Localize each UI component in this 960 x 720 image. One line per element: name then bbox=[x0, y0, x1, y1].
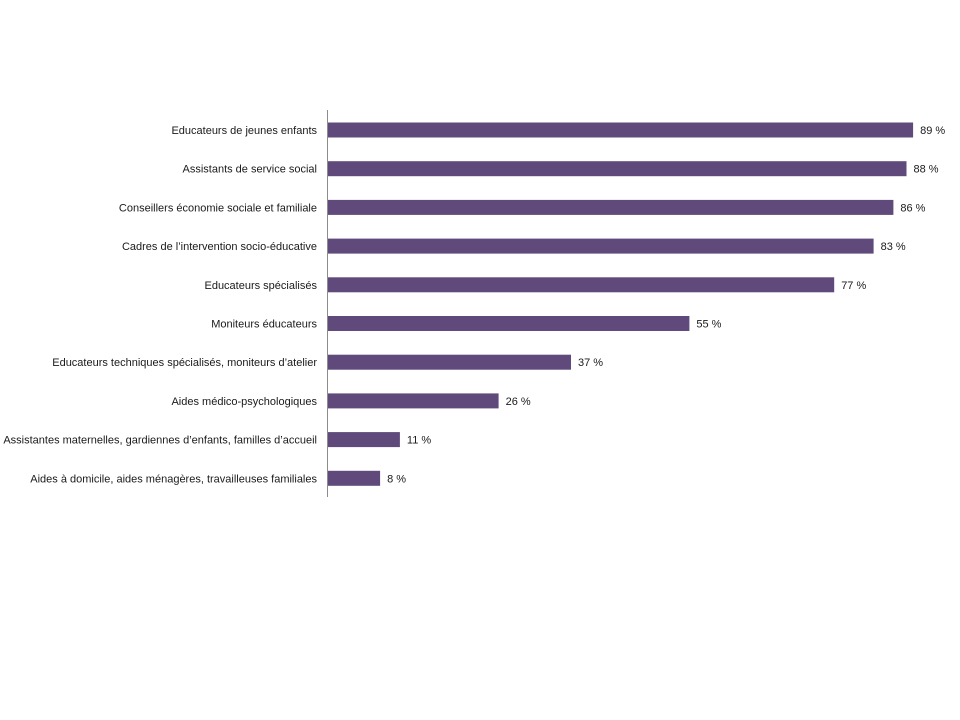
category-label: Educateurs de jeunes enfants bbox=[171, 125, 317, 137]
category-label: Educateurs techniques spécialisés, monit… bbox=[52, 357, 317, 369]
value-label: 26 % bbox=[506, 396, 531, 408]
bar bbox=[327, 393, 499, 409]
category-labels-group: Educateurs de jeunes enfants Assistants d… bbox=[3, 125, 317, 485]
bar bbox=[327, 199, 894, 215]
value-label: 77 % bbox=[841, 280, 866, 292]
category-label: Conseillers économie sociale et familial… bbox=[119, 202, 317, 214]
value-label: 86 % bbox=[900, 202, 925, 214]
category-label: Aides médico-psychologiques bbox=[171, 396, 317, 408]
category-label: Cadres de l’intervention socio-éducative bbox=[122, 241, 317, 253]
bar bbox=[327, 161, 907, 177]
value-labels-group: 89 % 88 % 86 % 83 % 77 % 55 % 37 % 26 % 11 % 8 % bbox=[387, 125, 945, 485]
category-label: Aides à domicile, aides ménagères, trava… bbox=[30, 473, 317, 485]
value-label: 89 % bbox=[920, 125, 945, 137]
value-label: 55 % bbox=[696, 319, 721, 331]
value-label: 83 % bbox=[881, 241, 906, 253]
bar bbox=[327, 470, 381, 486]
category-label: Educateurs spécialisés bbox=[204, 280, 317, 292]
category-label: Assistants de service social bbox=[183, 164, 318, 176]
category-label: Assistantes maternelles, gardiennes d’en… bbox=[3, 435, 317, 447]
bars-group bbox=[327, 122, 914, 486]
value-label: 37 % bbox=[578, 357, 603, 369]
bar bbox=[327, 122, 914, 138]
value-label: 8 % bbox=[387, 473, 406, 485]
value-label: 88 % bbox=[914, 164, 939, 176]
bar bbox=[327, 354, 571, 370]
bar bbox=[327, 432, 400, 448]
bar bbox=[327, 277, 835, 293]
bar bbox=[327, 316, 690, 331]
category-label: Moniteurs éducateurs bbox=[211, 319, 317, 331]
value-label: 11 % bbox=[407, 435, 431, 447]
bar bbox=[327, 238, 874, 254]
